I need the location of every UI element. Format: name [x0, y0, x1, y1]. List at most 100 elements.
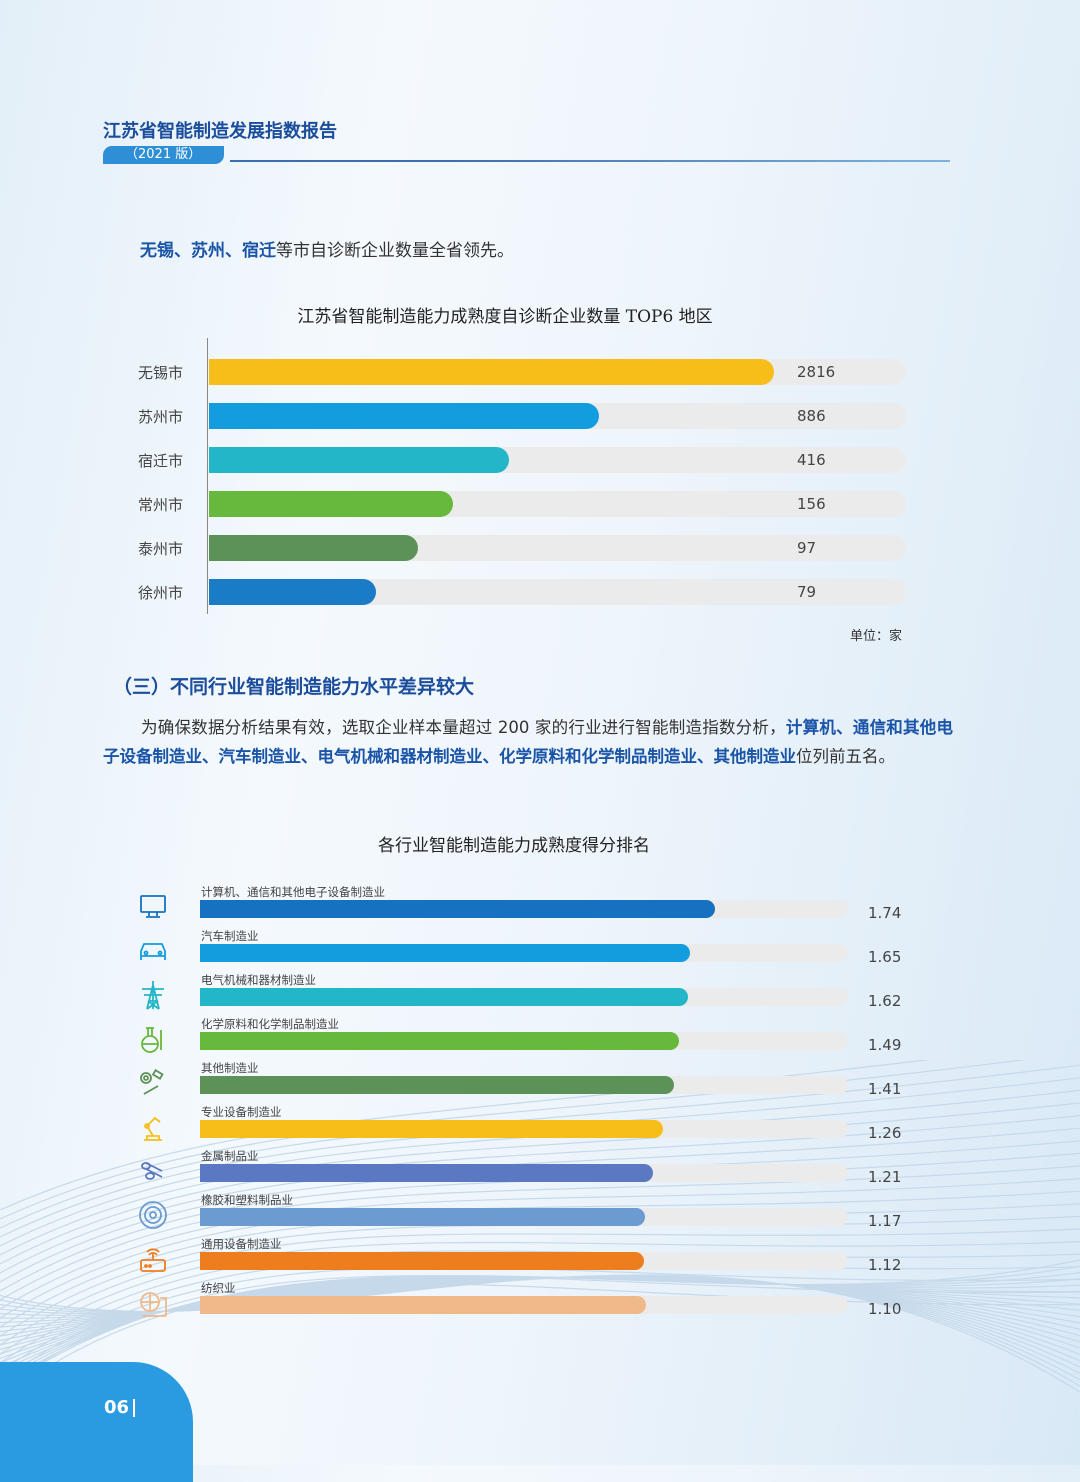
chart2-value-label: 1.62 — [868, 992, 902, 1010]
chart2-row: 化学原料和化学制品制造业 1.49 — [130, 1016, 930, 1060]
chart2-value-label: 1.17 — [868, 1212, 902, 1230]
chart2-bar — [200, 988, 688, 1006]
chart2-bar-track — [200, 1076, 848, 1094]
chart2-value-label: 1.74 — [868, 904, 902, 922]
chart1-bar-track — [209, 447, 906, 473]
chart2-row: 计算机、通信和其他电子设备制造业 1.74 — [130, 884, 930, 928]
car-icon — [140, 943, 166, 960]
chart2-bar-track — [200, 988, 848, 1006]
chart1-bar-track — [209, 491, 906, 517]
power-tower-icon — [142, 981, 164, 1010]
chart1-bar-track — [209, 579, 906, 605]
chart1-category-label: 泰州市 — [138, 540, 184, 558]
chart2-category-label: 电气机械和器材制造业 — [201, 973, 316, 987]
chart1-bar — [209, 359, 774, 385]
robot-arm-icon — [144, 1116, 162, 1141]
para-end: 位列前五名。 — [796, 747, 895, 766]
chart2-bar-track — [200, 1208, 848, 1226]
header-divider — [230, 160, 950, 162]
chart2-row: 专业设备制造业 1.26 — [130, 1104, 930, 1148]
chart1-value-label: 97 — [797, 539, 817, 557]
chart1-category-label: 常州市 — [138, 496, 184, 514]
chart2-bar-track — [200, 944, 848, 962]
chart1-row: 常州市 156 — [120, 491, 920, 517]
flask-icon — [141, 1027, 162, 1053]
chart2-row: 金属制品业 1.21 — [130, 1148, 930, 1192]
chart2-bar-track — [200, 900, 848, 918]
chart2-bar — [200, 1296, 646, 1314]
chart1-bar — [209, 491, 453, 517]
chart1-value-label: 156 — [797, 495, 826, 513]
textile-machine-icon — [140, 1292, 167, 1317]
chart1-row: 无锡市 2816 — [120, 359, 920, 385]
chart1-axis — [207, 338, 208, 614]
tire-icon — [139, 1201, 167, 1229]
chart1-bar — [209, 403, 600, 429]
chart2-category-label: 其他制造业 — [201, 1061, 259, 1075]
chart1-row: 泰州市 97 — [120, 535, 920, 561]
chart2-category-label: 通用设备制造业 — [201, 1237, 282, 1251]
para-plain: 为确保数据分析结果有效，选取企业样本量超过 200 家的行业进行智能制造指数分析… — [141, 718, 786, 737]
chart2-bar — [200, 1120, 664, 1138]
chart2-category-label: 纺织业 — [201, 1281, 236, 1295]
page-number: 06 — [104, 1397, 130, 1418]
chart2-row: 其他制造业 1.41 — [130, 1060, 930, 1104]
chart2-category-label: 专业设备制造业 — [201, 1105, 282, 1119]
chart2-category-label: 金属制品业 — [201, 1149, 259, 1163]
chart2-bar-track — [200, 1296, 848, 1314]
chart1-bar-track — [209, 359, 906, 385]
chart1-category-label: 无锡市 — [138, 364, 184, 382]
chart2-bar-track — [200, 1252, 848, 1270]
chart1-bar — [209, 535, 419, 561]
chart2-title: 各行业智能制造能力成熟度得分排名 — [378, 836, 650, 856]
chart2-value-label: 1.41 — [868, 1080, 902, 1098]
chart1-row: 徐州市 79 — [120, 579, 920, 605]
chart2-bar — [200, 900, 716, 918]
chart1-category-label: 苏州市 — [138, 408, 184, 426]
chart1-category-label: 徐州市 — [138, 584, 184, 602]
chart2-category-label: 化学原料和化学制品制造业 — [201, 1017, 339, 1031]
chart2-bar — [200, 1208, 646, 1226]
chart2-bar-track — [200, 1164, 848, 1182]
chart1-value-label: 79 — [797, 583, 817, 601]
chart2-value-label: 1.49 — [868, 1036, 902, 1054]
chart1-value-label: 886 — [797, 407, 826, 425]
router-icon — [140, 1248, 166, 1272]
intro-text: 无锡、苏州、宿迁等市自诊断企业数量全省领先。 — [140, 236, 514, 261]
chart1-category-label: 宿迁市 — [138, 452, 184, 470]
chart1-bar-track — [209, 535, 906, 561]
chart2-category-label: 计算机、通信和其他电子设备制造业 — [201, 885, 385, 899]
para-highlight: 计算机、通信和其他电子设备制造业、汽车制造业、电气机械和器材制造业、化学原料和化… — [103, 718, 953, 766]
chart1-value-label: 416 — [797, 451, 826, 469]
monitor-icon — [140, 895, 166, 918]
chart2-row: 汽车制造业 1.65 — [130, 928, 930, 972]
chart2-category-label: 橡胶和塑料制品业 — [201, 1193, 293, 1207]
chart1-bar — [209, 579, 377, 605]
pipes-icon — [141, 1162, 163, 1180]
chart1-title: 江苏省智能制造能力成熟度自诊断企业数量 TOP6 地区 — [297, 307, 713, 327]
chart2-row: 纺织业 1.10 — [130, 1280, 930, 1324]
chart1-row: 宿迁市 416 — [120, 447, 920, 473]
chart2-bar — [200, 1032, 679, 1050]
section-heading: （三）不同行业智能制造能力水平差异较大 — [113, 676, 475, 698]
chart2-row: 通用设备制造业 1.12 — [130, 1236, 930, 1280]
intro-rest: 等市自诊断企业数量全省领先。 — [276, 241, 514, 261]
chart1-row: 苏州市 886 — [120, 403, 920, 429]
chart2-value-label: 1.10 — [868, 1300, 902, 1318]
parts-icon — [140, 1069, 164, 1095]
chart2-row: 电气机械和器材制造业 1.62 — [130, 972, 930, 1016]
edition-badge: （2021 版） — [103, 146, 224, 164]
section-paragraph: 为确保数据分析结果有效，选取企业样本量超过 200 家的行业进行智能制造指数分析… — [103, 713, 953, 771]
report-title: 江苏省智能制造发展指数报告 — [103, 121, 337, 142]
chart2-bar — [200, 1164, 653, 1182]
chart1-unit: 单位：家 — [850, 629, 903, 644]
chart2-value-label: 1.21 — [868, 1168, 902, 1186]
chart2-value-label: 1.65 — [868, 948, 902, 966]
chart2-value-label: 1.12 — [868, 1256, 902, 1274]
intro-highlight: 无锡、苏州、宿迁 — [140, 241, 276, 261]
chart2-bar — [200, 1076, 674, 1094]
chart2-bar — [200, 1252, 644, 1270]
page-separator — [133, 1399, 135, 1417]
chart2-value-label: 1.26 — [868, 1124, 902, 1142]
chart2-bar-track — [200, 1032, 848, 1050]
